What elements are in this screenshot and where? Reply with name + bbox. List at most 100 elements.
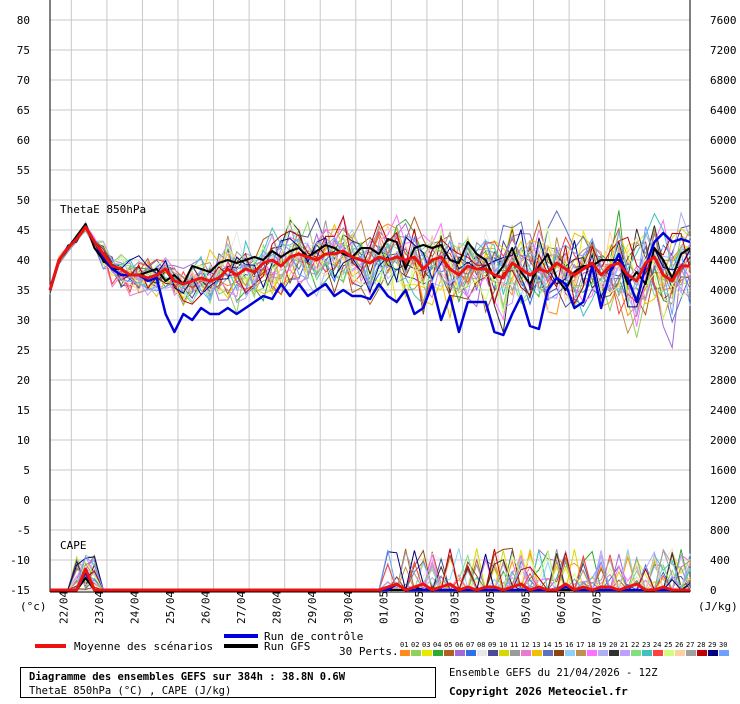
info-box: Diagramme des ensembles GEFS sur 384h : … — [20, 667, 436, 698]
y-right-tick-label: 5600 — [710, 164, 737, 177]
legend-controle-label: Run de contrôle — [264, 630, 363, 643]
legend-pert-id: 05 — [444, 641, 452, 649]
legend-pert-swatch — [565, 650, 575, 656]
legend-pert-id: 30 — [719, 641, 727, 649]
y-right-tick-label: 4400 — [710, 254, 737, 267]
legend-pert-id: 08 — [477, 641, 485, 649]
y-right-tick-label: 2000 — [710, 434, 737, 447]
legend-pert-swatch — [598, 650, 608, 656]
y-left-tick-label: 45 — [17, 224, 30, 237]
legend-pert-id: 03 — [422, 641, 430, 649]
y-right-tick-label: 6800 — [710, 74, 737, 87]
gfs-thetae-line — [49, 223, 691, 291]
y-left-tick-label: 55 — [17, 164, 30, 177]
legend-pert-swatch — [587, 650, 597, 656]
y-left-tick-label: -5 — [17, 524, 30, 537]
legend-pert-swatch — [576, 650, 586, 656]
legend-pert-swatch — [521, 650, 531, 656]
y-right-tick-label: 6400 — [710, 104, 737, 117]
y-left-tick-label: 70 — [17, 74, 30, 87]
y-left-tick-label: -15 — [10, 584, 30, 597]
legend-pert-id: 13 — [532, 641, 540, 649]
x-tick-label: 04/05 — [484, 591, 497, 624]
pert-line-07 — [49, 227, 691, 306]
legend-pert-id: 17 — [576, 641, 584, 649]
y-left-tick-label: 65 — [17, 104, 30, 117]
y-right-tick-label: 7200 — [710, 44, 737, 57]
y-right-tick-label: 2800 — [710, 374, 737, 387]
legend-pert-swatch — [642, 650, 652, 656]
legend-pert-swatch — [675, 650, 685, 656]
y-left-tick-label: -10 — [10, 554, 30, 567]
legend-pert-id: 10 — [499, 641, 507, 649]
x-tick-label: 22/04 — [57, 591, 70, 624]
legend-pert-swatch — [499, 650, 509, 656]
controle-thetae-line — [48, 225, 691, 337]
info-title: Diagramme des ensembles GEFS sur 384h : … — [29, 671, 346, 683]
legend-pert-swatch — [433, 650, 443, 656]
legend-pert-swatch — [609, 650, 619, 656]
y-right-tick-label: 0 — [710, 584, 717, 597]
x-tick-label: 06/05 — [555, 591, 568, 624]
legend-pert-swatch — [400, 650, 410, 656]
legend-pert-id: 06 — [455, 641, 463, 649]
cape-panel-label: CAPE — [60, 539, 87, 552]
x-tick-label: 07/05 — [591, 591, 604, 624]
legend-pert-id: 07 — [466, 641, 474, 649]
moyenne-thetae-line — [48, 225, 690, 291]
legend-pert-swatch — [664, 650, 674, 656]
ensemble-run-label: Ensemble GEFS du 21/04/2026 - 12Z — [449, 667, 658, 679]
x-tick-label: 01/05 — [377, 591, 390, 624]
legend-perts-label: 30 Perts. — [339, 645, 399, 658]
y-left-tick-label: 15 — [17, 404, 30, 417]
legend-pert-id: 12 — [521, 641, 529, 649]
legend-pert-id: 11 — [510, 641, 518, 649]
legend-pert-swatch — [466, 650, 476, 656]
legend-pert-id: 25 — [664, 641, 672, 649]
x-tick-label: 24/04 — [128, 591, 141, 624]
x-tick-label: 26/04 — [200, 591, 213, 624]
y-left-tick-label: 30 — [17, 314, 30, 327]
legend-pert-id: 04 — [433, 641, 441, 649]
y-right-tick-label: 800 — [710, 524, 730, 537]
copyright-label: Copyright 2026 Meteociel.fr — [449, 685, 628, 698]
x-tick-label: 28/04 — [271, 591, 284, 624]
legend-pert-swatch — [444, 650, 454, 656]
y-right-tick-label: 3600 — [710, 314, 737, 327]
y-left-tick-label: 5 — [23, 464, 30, 477]
y-left-tick-label: 50 — [17, 194, 30, 207]
legend-pert-id: 01 — [400, 641, 408, 649]
x-tick-label: 27/04 — [235, 591, 248, 624]
pert-line-30 — [49, 224, 691, 315]
y-right-tick-label: 2400 — [710, 404, 737, 417]
y-right-tick-label: 4800 — [710, 224, 737, 237]
legend-pert-swatch — [543, 650, 553, 656]
legend-pert-id: 18 — [587, 641, 595, 649]
x-tick-label: 30/04 — [342, 591, 355, 624]
y-left-unit-label: (°c) — [20, 600, 47, 613]
y-left-tick-label: 25 — [17, 344, 30, 357]
legend-pert-swatch — [455, 650, 465, 656]
x-tick-label: 05/05 — [520, 591, 533, 624]
legend-pert-swatch — [554, 650, 564, 656]
info-subtitle: ThetaE 850hPa (°C) , CAPE (J/kg) — [29, 685, 232, 697]
y-right-unit-label: (J/kg) — [698, 600, 738, 613]
x-tick-label: 23/04 — [93, 591, 106, 624]
y-left-tick-label: 75 — [17, 44, 30, 57]
legend-pert-swatch — [631, 650, 641, 656]
y-right-tick-label: 3200 — [710, 344, 737, 357]
pert-line-09 — [49, 217, 691, 308]
y-left-tick-label: 0 — [23, 494, 30, 507]
legend-pert-id: 24 — [653, 641, 661, 649]
legend-pert-id: 29 — [708, 641, 716, 649]
x-tick-label: 03/05 — [448, 591, 461, 624]
legend-pert-id: 09 — [488, 641, 496, 649]
y-left-tick-label: 40 — [17, 254, 30, 267]
legend-pert-swatch — [477, 650, 487, 656]
legend-pert-id: 19 — [598, 641, 606, 649]
x-tick-label: 29/04 — [306, 591, 319, 624]
legend-pert-swatch — [686, 650, 696, 656]
legend-pert-swatch — [708, 650, 718, 656]
legend-pert-id: 15 — [554, 641, 562, 649]
legend-pert-swatch — [697, 650, 707, 656]
